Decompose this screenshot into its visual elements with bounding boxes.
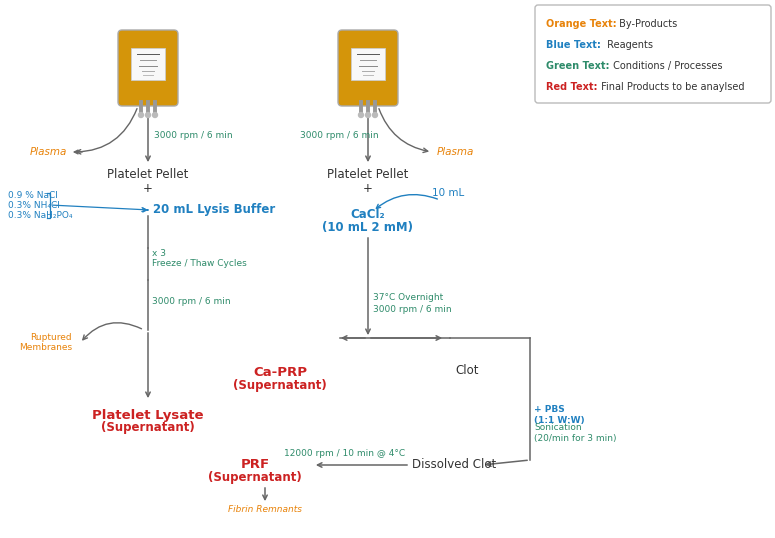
Text: Membranes: Membranes: [19, 343, 72, 351]
Text: Ca-PRP: Ca-PRP: [253, 365, 307, 379]
FancyBboxPatch shape: [131, 48, 165, 80]
Text: 10 mL: 10 mL: [432, 188, 464, 198]
Text: Red Text:: Red Text:: [546, 82, 598, 92]
Text: (20/min for 3 min): (20/min for 3 min): [534, 434, 616, 442]
Circle shape: [373, 112, 377, 117]
Text: PRF: PRF: [240, 458, 270, 471]
Text: Clot: Clot: [455, 364, 478, 377]
Text: 3000 rpm / 6 min: 3000 rpm / 6 min: [152, 298, 231, 307]
Text: +: +: [363, 181, 373, 195]
Text: Blue Text:: Blue Text:: [546, 40, 601, 50]
FancyBboxPatch shape: [535, 5, 771, 103]
Circle shape: [139, 112, 143, 117]
Text: 0.3% NH₄Cl: 0.3% NH₄Cl: [8, 201, 60, 209]
Text: 3000 rpm / 6 min: 3000 rpm / 6 min: [154, 131, 232, 140]
Text: (Supernatant): (Supernatant): [233, 379, 327, 392]
Text: (1:1 W:W): (1:1 W:W): [534, 415, 584, 424]
Text: By-Products: By-Products: [615, 19, 677, 29]
Text: Plasma: Plasma: [29, 147, 67, 157]
FancyBboxPatch shape: [118, 30, 178, 106]
Text: Platelet Pellet: Platelet Pellet: [327, 168, 408, 181]
Text: 12000 rpm / 10 min @ 4°C: 12000 rpm / 10 min @ 4°C: [284, 449, 405, 457]
FancyBboxPatch shape: [351, 48, 385, 80]
Text: 3000 rpm / 6 min: 3000 rpm / 6 min: [373, 306, 452, 315]
Circle shape: [153, 112, 157, 117]
Text: Final Products to be anaylsed: Final Products to be anaylsed: [598, 82, 745, 92]
Text: 3000 rpm / 6 min: 3000 rpm / 6 min: [300, 131, 379, 140]
Text: Green Text:: Green Text:: [546, 61, 609, 71]
Text: Platelet Lysate: Platelet Lysate: [92, 408, 204, 421]
Text: 0.9 % NaCl: 0.9 % NaCl: [8, 190, 58, 200]
Circle shape: [366, 112, 370, 117]
Text: (10 mL 2 mM): (10 mL 2 mM): [322, 221, 414, 233]
Text: Platelet Pellet: Platelet Pellet: [107, 168, 188, 181]
Text: (Supernatant): (Supernatant): [208, 471, 302, 485]
Text: Freeze / Thaw Cycles: Freeze / Thaw Cycles: [152, 258, 246, 267]
Text: + PBS: + PBS: [534, 406, 565, 414]
Text: 20 mL Lysis Buffer: 20 mL Lysis Buffer: [153, 203, 275, 216]
Text: x 3: x 3: [152, 250, 166, 258]
Text: +: +: [143, 181, 153, 195]
Text: Conditions / Processes: Conditions / Processes: [610, 61, 722, 71]
Text: Fibrin Remnants: Fibrin Remnants: [228, 506, 302, 514]
Text: 37°C Overnight: 37°C Overnight: [373, 294, 443, 302]
Text: Ruptured: Ruptured: [30, 332, 72, 342]
Text: 0.3% NaH₂PO₄: 0.3% NaH₂PO₄: [8, 210, 73, 220]
Text: Plasma: Plasma: [437, 147, 474, 157]
Text: Sonication: Sonication: [534, 423, 581, 433]
Text: Dissolved Clot: Dissolved Clot: [412, 458, 496, 471]
FancyBboxPatch shape: [338, 30, 398, 106]
Text: (Supernatant): (Supernatant): [101, 421, 195, 435]
Circle shape: [359, 112, 363, 117]
Circle shape: [146, 112, 150, 117]
Text: Orange Text:: Orange Text:: [546, 19, 617, 29]
Text: CaCl₂: CaCl₂: [350, 209, 385, 222]
Text: Reagents: Reagents: [604, 40, 653, 50]
